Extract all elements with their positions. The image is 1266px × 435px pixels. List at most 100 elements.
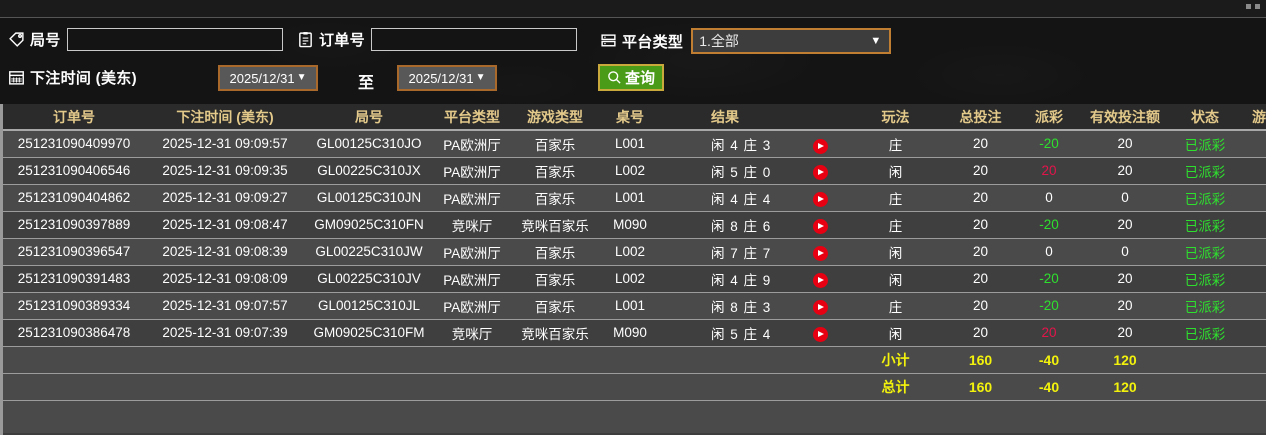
date-to-picker[interactable]: 2025/12/31 ▼	[397, 65, 497, 91]
filter-toolbar: 局号 订单号 平台类型 1.全部 ▼	[0, 19, 1266, 104]
cell-result: 闲 8 庄 6	[661, 211, 848, 239]
chevron-down-icon: ▼	[870, 34, 882, 47]
cell-order-no: 251231090396547	[3, 238, 145, 266]
table-row[interactable]: 251231090406546 2025-12-31 09:09:35 GL0022…	[3, 157, 1266, 185]
cell-play: 闲	[848, 238, 943, 266]
summary-total-bet: 160	[943, 373, 1018, 401]
col-payout[interactable]: 派彩	[1018, 104, 1080, 131]
col-play[interactable]: 玩法	[848, 104, 943, 131]
cell-total-bet: 20	[943, 130, 1018, 158]
bet-records-table: 订单号 下注时间 (美东) 局号 平台类型 游戏类型 桌号 结果 玩法 总投注 …	[3, 104, 1266, 433]
cell-game-mode: 多台	[1240, 292, 1266, 320]
play-circle-icon[interactable]	[813, 219, 829, 235]
play-circle-icon[interactable]	[813, 138, 829, 154]
cell-table-no: M090	[599, 211, 661, 239]
table-row[interactable]: 251231090386478 2025-12-31 09:07:39 GM0902…	[3, 319, 1266, 347]
cell-game-type: 百家乐	[511, 157, 599, 185]
col-status[interactable]: 状态	[1170, 104, 1240, 131]
cell-platform: PA欧洲厅	[433, 184, 511, 212]
cell-valid-bet: 0	[1080, 238, 1170, 266]
col-bet-time[interactable]: 下注时间 (美东)	[145, 104, 305, 131]
cell-bet-time: 2025-12-31 09:07:39	[145, 319, 305, 347]
summary-valid-bet: 120	[1080, 346, 1170, 374]
col-game-mode[interactable]: 游戏模式	[1240, 104, 1266, 131]
cell-game-type: 百家乐	[511, 184, 599, 212]
col-result[interactable]: 结果	[661, 104, 848, 131]
cell-order-no: 251231090397889	[3, 211, 145, 239]
col-table-no[interactable]: 桌号	[599, 104, 661, 131]
round-no-field-group: 局号	[8, 28, 283, 51]
table-row[interactable]: 251231090397889 2025-12-31 09:08:47 GM0902…	[3, 211, 1266, 239]
cell-order-no: 251231090409970	[3, 130, 145, 158]
tag-icon	[9, 32, 24, 47]
table-row[interactable]: 251231090409970 2025-12-31 09:09:57 GL0012…	[3, 130, 1266, 158]
cell-table-no: M090	[599, 319, 661, 347]
cell-bet-time: 2025-12-31 09:08:39	[145, 238, 305, 266]
cell-game-mode: 多台	[1240, 319, 1266, 347]
table-empty-filler	[3, 400, 1266, 433]
col-round-no[interactable]: 局号	[305, 104, 433, 131]
cell-play: 庄	[848, 184, 943, 212]
cell-round-no: GL00125C310JL	[305, 292, 433, 320]
table-row[interactable]: 251231090396547 2025-12-31 09:08:39 GL0022…	[3, 238, 1266, 266]
col-valid-bet[interactable]: 有效投注额	[1080, 104, 1170, 131]
cell-game-mode: 多台	[1240, 211, 1266, 239]
col-platform[interactable]: 平台类型	[433, 104, 511, 131]
window-controls[interactable]	[1246, 4, 1260, 9]
col-game-type[interactable]: 游戏类型	[511, 104, 599, 131]
cell-bet-time: 2025-12-31 09:09:27	[145, 184, 305, 212]
cell-result: 闲 5 庄 0	[661, 157, 848, 185]
cell-round-no: GM09025C310FN	[305, 211, 433, 239]
cell-payout: 20	[1018, 157, 1080, 185]
table-row[interactable]: 251231090391483 2025-12-31 09:08:09 GL0022…	[3, 265, 1266, 293]
summary-total-bet: 160	[943, 346, 1018, 374]
summary-valid-bet: 120	[1080, 373, 1170, 401]
status-badge: 已派彩	[1170, 265, 1240, 293]
play-circle-icon[interactable]	[813, 246, 829, 262]
result-text: 闲 8 庄 3	[711, 299, 772, 315]
status-badge: 已派彩	[1170, 184, 1240, 212]
play-circle-icon[interactable]	[813, 165, 829, 181]
status-badge: 已派彩	[1170, 238, 1240, 266]
cell-play: 庄	[848, 130, 943, 158]
cell-payout: -20	[1018, 130, 1080, 158]
order-no-input[interactable]	[370, 28, 577, 51]
col-order-no[interactable]: 订单号	[3, 104, 145, 131]
table-header: 订单号 下注时间 (美东) 局号 平台类型 游戏类型 桌号 结果 玩法 总投注 …	[3, 104, 1266, 131]
cell-round-no: GL00125C310JN	[305, 184, 433, 212]
cell-game-type: 百家乐	[511, 238, 599, 266]
cell-table-no: L002	[599, 238, 661, 266]
cell-table-no: L002	[599, 157, 661, 185]
chevron-down-icon: ▼	[296, 72, 307, 83]
table-row[interactable]: 251231090404862 2025-12-31 09:09:27 GL0012…	[3, 184, 1266, 212]
date-range-separator-label: 至	[358, 75, 375, 92]
col-total-bet[interactable]: 总投注	[943, 104, 1018, 131]
cell-round-no: GL00225C310JW	[305, 238, 433, 266]
table-body: 251231090409970 2025-12-31 09:09:57 GL0012…	[3, 130, 1266, 433]
date-from-picker[interactable]: 2025/12/31 ▼	[218, 65, 318, 91]
cell-result: 闲 7 庄 7	[661, 238, 848, 266]
play-circle-icon[interactable]	[813, 273, 829, 289]
play-circle-icon[interactable]	[813, 300, 829, 316]
result-text: 闲 4 庄 4	[711, 191, 772, 207]
query-button[interactable]: 查询	[598, 64, 665, 91]
cell-platform: 竞咪厅	[433, 319, 511, 347]
cell-game-mode: 多台	[1240, 184, 1266, 212]
cell-result: 闲 4 庄 3	[661, 130, 848, 158]
round-no-input[interactable]	[66, 28, 283, 51]
cell-payout: -20	[1018, 211, 1080, 239]
summary-payout: -40	[1018, 346, 1080, 374]
result-text: 闲 8 庄 6	[711, 218, 772, 234]
play-circle-icon[interactable]	[813, 327, 829, 343]
play-circle-icon[interactable]	[813, 192, 829, 208]
chevron-down-icon: ▼	[475, 72, 486, 83]
cell-order-no: 251231090391483	[3, 265, 145, 293]
cell-order-no: 251231090386478	[3, 319, 145, 347]
cell-platform: PA欧洲厅	[433, 265, 511, 293]
cell-valid-bet: 20	[1080, 130, 1170, 158]
cell-valid-bet: 20	[1080, 211, 1170, 239]
platform-type-select[interactable]: 1.全部 ▼	[691, 28, 892, 54]
order-no-field-group: 订单号	[297, 28, 577, 51]
cell-round-no: GL00225C310JV	[305, 265, 433, 293]
table-row[interactable]: 251231090389334 2025-12-31 09:07:57 GL0012…	[3, 292, 1266, 320]
